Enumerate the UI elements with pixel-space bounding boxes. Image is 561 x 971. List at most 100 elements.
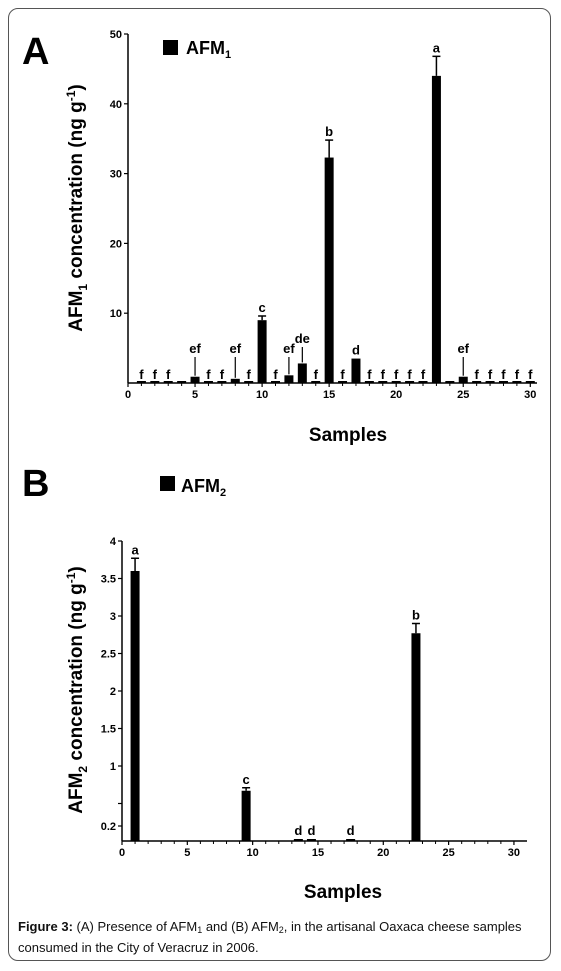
legend-swatch	[160, 476, 175, 491]
bar	[391, 381, 401, 383]
bar-annotation: f	[166, 367, 171, 382]
y-tick-label: 50	[110, 29, 122, 41]
bar	[512, 381, 522, 383]
y-tick-label: 1	[110, 761, 116, 773]
bar-annotation: d	[307, 823, 315, 838]
x-tick-label: 5	[192, 389, 198, 401]
bar-annotation: f	[367, 367, 372, 382]
bar-annotation: f	[340, 367, 345, 382]
legend-label: AFM1	[186, 38, 231, 61]
bar-annotation: b	[412, 608, 420, 623]
bar	[378, 381, 388, 383]
bar	[203, 381, 213, 383]
bar-annotation: f	[488, 367, 493, 382]
legend-swatch	[163, 40, 178, 55]
bar	[472, 381, 482, 383]
y-tick-label: 2	[110, 686, 116, 698]
bar-annotation: c	[242, 772, 249, 787]
bar	[190, 376, 200, 383]
y-tick-label: 20	[110, 238, 122, 250]
y-tick-label: 40	[110, 99, 122, 111]
y-axis-label: AFM2 concentration (ng g-1)	[64, 566, 90, 813]
bar	[418, 381, 428, 383]
bar	[130, 571, 140, 841]
bar	[241, 790, 251, 841]
y-axis-label: AFM1 concentration (ng g-1)	[64, 84, 90, 331]
y-tick-label: 3	[110, 611, 116, 623]
y-tick-label: 0.2	[101, 821, 116, 833]
bar-annotation: a	[131, 542, 139, 557]
bar-annotation: f	[381, 367, 386, 382]
panel-letter: B	[22, 463, 49, 505]
bar	[284, 375, 294, 383]
bar-annotation: f	[314, 367, 319, 382]
bar	[306, 839, 316, 841]
caption-part-2: and (B) AFM	[202, 919, 279, 934]
bar	[150, 381, 160, 383]
bar-annotation: f	[474, 367, 479, 382]
bar	[338, 381, 348, 383]
bar	[498, 381, 508, 383]
bar-annotation: ef	[189, 341, 201, 356]
x-axis-label: Samples	[309, 425, 387, 446]
bar-annotation: f	[139, 367, 144, 382]
x-tick-label: 20	[390, 389, 402, 401]
y-tick-label: 1.5	[101, 724, 116, 736]
bar	[364, 381, 374, 383]
bar-annotation: ef	[283, 341, 295, 356]
bar-annotation: d	[347, 823, 355, 838]
bar	[485, 381, 495, 383]
legend-label: AFM2	[181, 476, 226, 499]
bar-annotation: f	[407, 367, 412, 382]
bar	[244, 381, 254, 383]
x-tick-label: 15	[312, 847, 324, 859]
x-tick-label: 20	[377, 847, 389, 859]
x-tick-label: 30	[524, 389, 536, 401]
bar-annotation: f	[153, 367, 158, 382]
y-tick-label: 3.5	[101, 574, 116, 586]
bar	[431, 75, 441, 383]
bar	[525, 381, 535, 383]
bar	[257, 320, 267, 383]
bar-annotation: f	[206, 367, 211, 382]
y-tick-label: 2.5	[101, 649, 116, 661]
x-tick-label: 15	[323, 389, 335, 401]
bar-annotation: c	[258, 300, 265, 315]
x-axis-label: Samples	[304, 882, 382, 903]
bar-annotation: f	[394, 367, 399, 382]
caption-sub-2: 2	[278, 925, 284, 935]
caption-part-1: (A) Presence of AFM	[76, 919, 198, 934]
bar	[136, 381, 146, 383]
bar	[177, 381, 187, 383]
bar	[351, 358, 361, 383]
y-tick-label: 4	[110, 536, 117, 548]
x-tick-label: 25	[442, 847, 454, 859]
bar	[458, 376, 468, 383]
bar	[346, 839, 356, 841]
y-tick-label: 30	[110, 169, 122, 181]
bar	[230, 378, 240, 383]
bar	[293, 839, 303, 841]
x-tick-label: 0	[119, 847, 125, 859]
panel-letter: A	[22, 31, 49, 73]
x-tick-label: 30	[508, 847, 520, 859]
bar-annotation: ef	[229, 341, 241, 356]
bar	[271, 381, 281, 383]
figure-caption: Figure 3: (A) Presence of AFM1 and (B) A…	[18, 918, 548, 956]
y-tick-label: 10	[110, 308, 122, 320]
bar-annotation: d	[352, 343, 360, 358]
bar-annotation: f	[273, 367, 278, 382]
bar	[411, 633, 421, 841]
figure-frame	[8, 8, 551, 961]
bar	[445, 381, 455, 383]
bar-annotation: b	[325, 124, 333, 139]
x-tick-label: 0	[125, 389, 131, 401]
bar-annotation: d	[294, 823, 302, 838]
bar	[217, 381, 227, 383]
caption-sub-1: 1	[197, 925, 203, 935]
bar-annotation: f	[528, 367, 533, 382]
bar	[311, 381, 321, 383]
bar	[163, 381, 173, 383]
